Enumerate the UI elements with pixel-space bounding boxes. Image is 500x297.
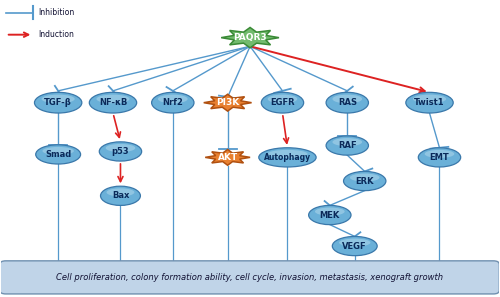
Ellipse shape [106, 144, 136, 152]
Text: MEK: MEK [320, 211, 340, 219]
Text: p53: p53 [112, 147, 130, 156]
Ellipse shape [406, 92, 453, 113]
Ellipse shape [42, 147, 74, 155]
Text: PI3K: PI3K [216, 98, 240, 107]
Text: VEGF: VEGF [342, 241, 367, 251]
Ellipse shape [42, 95, 74, 103]
Text: ERK: ERK [356, 176, 374, 186]
Ellipse shape [96, 95, 130, 103]
Ellipse shape [308, 206, 351, 225]
Ellipse shape [326, 136, 368, 155]
Ellipse shape [268, 95, 298, 103]
Ellipse shape [152, 92, 194, 113]
Ellipse shape [268, 150, 308, 158]
FancyBboxPatch shape [0, 261, 500, 294]
Ellipse shape [326, 92, 368, 113]
Text: Cell proliferation, colony formation ability, cell cycle, invasion, metastasis, : Cell proliferation, colony formation abi… [56, 274, 443, 282]
Text: EMT: EMT [430, 153, 450, 162]
Text: RAF: RAF [338, 141, 356, 150]
Polygon shape [205, 149, 250, 165]
Ellipse shape [100, 186, 140, 206]
Text: Induction: Induction [38, 30, 74, 39]
Polygon shape [221, 27, 279, 48]
Ellipse shape [332, 236, 377, 256]
Ellipse shape [262, 92, 304, 113]
Text: EGFR: EGFR [270, 98, 295, 107]
Text: Nrf2: Nrf2 [162, 98, 183, 107]
Text: Smad: Smad [45, 150, 72, 159]
Ellipse shape [424, 150, 454, 158]
Text: AKT: AKT [218, 153, 238, 162]
Text: Inhibition: Inhibition [38, 8, 74, 17]
Text: TGF-β: TGF-β [44, 98, 72, 107]
Text: RAS: RAS [338, 98, 357, 107]
Ellipse shape [36, 145, 80, 164]
Ellipse shape [418, 148, 461, 167]
Ellipse shape [259, 148, 316, 167]
Text: PAQR3: PAQR3 [234, 33, 267, 42]
Text: NF-κB: NF-κB [99, 98, 127, 107]
Ellipse shape [106, 188, 134, 196]
Text: Bax: Bax [112, 191, 129, 200]
Polygon shape [204, 94, 252, 111]
Ellipse shape [332, 138, 362, 146]
Text: Autophagy: Autophagy [264, 153, 311, 162]
Ellipse shape [90, 92, 136, 113]
Text: Twist1: Twist1 [414, 98, 445, 107]
Ellipse shape [339, 238, 370, 247]
Ellipse shape [344, 171, 386, 191]
Ellipse shape [100, 142, 141, 161]
Ellipse shape [332, 95, 362, 103]
Ellipse shape [413, 95, 446, 103]
Ellipse shape [350, 173, 380, 181]
Ellipse shape [158, 95, 188, 103]
Ellipse shape [315, 208, 344, 216]
Ellipse shape [34, 92, 82, 113]
